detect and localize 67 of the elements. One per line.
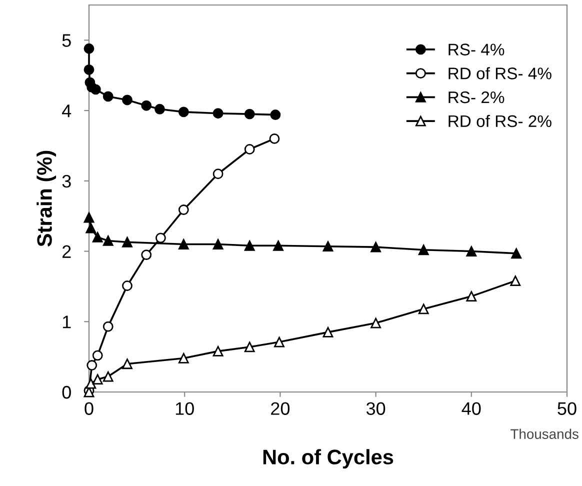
point [141, 100, 152, 111]
point [244, 108, 255, 120]
point [84, 64, 94, 75]
point [141, 250, 152, 260]
x-axis-title: No. of Cycles [263, 449, 394, 469]
legend-label: RS- 2% [448, 91, 504, 104]
x-tick-label: 20 [271, 402, 290, 415]
point [244, 144, 255, 154]
point [269, 133, 280, 144]
point [84, 43, 94, 54]
point [212, 239, 224, 250]
point [418, 244, 429, 256]
y-tick-label: 4 [62, 104, 72, 118]
point [244, 240, 255, 251]
legend-label: RD of RS- 2% [448, 114, 552, 128]
point [178, 239, 189, 250]
y-tick-label: 3 [62, 174, 71, 188]
point [270, 110, 281, 120]
y-tick-label: 5 [62, 34, 71, 47]
point [84, 212, 94, 223]
point [102, 321, 114, 332]
y-axis-title: Strain (%) [36, 150, 56, 247]
point [122, 280, 132, 291]
point [212, 108, 224, 119]
point [86, 222, 96, 234]
point [92, 374, 103, 385]
point [122, 358, 132, 370]
point [510, 276, 521, 286]
legend-label: RD of RS- 4% [448, 67, 552, 80]
point [102, 371, 114, 382]
point [370, 318, 382, 328]
point [155, 232, 166, 244]
point [322, 241, 334, 252]
point [466, 246, 477, 256]
point [418, 304, 429, 314]
point [90, 84, 101, 95]
text: Thousands [510, 428, 578, 439]
point [86, 360, 98, 370]
x-tick-label: 30 [366, 402, 386, 415]
point [178, 106, 189, 118]
point [86, 378, 96, 389]
y-tick-label: 2 [62, 245, 71, 258]
point [273, 240, 284, 251]
point [370, 242, 382, 252]
x-tick-label: 0 [84, 402, 94, 415]
point [511, 248, 522, 259]
point [102, 236, 114, 246]
point [122, 236, 132, 248]
point [92, 232, 103, 242]
x-tick-label: 10 [176, 402, 194, 415]
point [154, 104, 165, 114]
y-tick-label: 0 [62, 386, 71, 399]
point [274, 336, 284, 348]
point [178, 353, 189, 364]
point [212, 346, 224, 356]
point [244, 342, 255, 352]
point [102, 91, 114, 102]
point [212, 168, 224, 180]
x-tick-label: 40 [462, 402, 481, 415]
point [92, 350, 103, 361]
x-tick-label: 50 [558, 402, 576, 415]
point [178, 204, 189, 215]
legend-label: RS- 4% [448, 44, 504, 56]
y-tick-label: 1 [62, 316, 71, 328]
point [322, 326, 334, 338]
point [466, 291, 477, 302]
point [122, 94, 132, 106]
